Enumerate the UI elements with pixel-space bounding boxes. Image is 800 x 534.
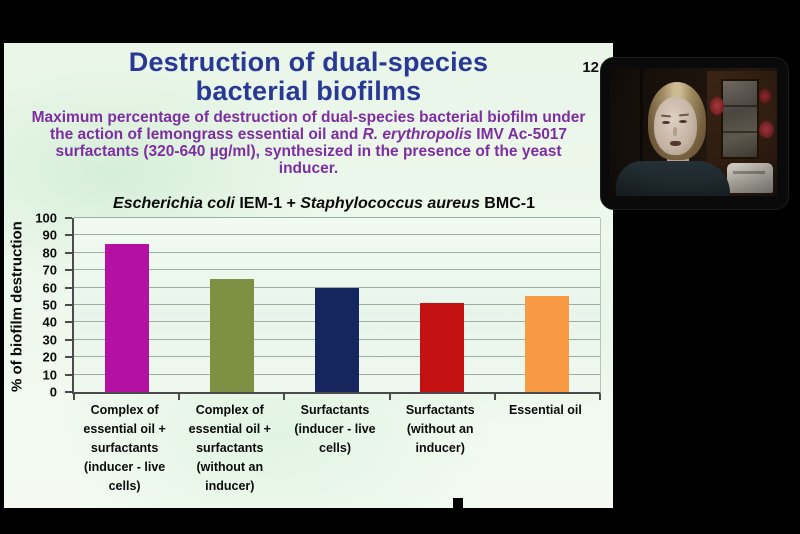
slide-title-line1: Destruction of dual-species (128, 47, 489, 77)
presenter-eye (662, 121, 670, 124)
y-tick-mark (65, 217, 72, 219)
x-label-5: Essential oil (508, 403, 582, 417)
y-tick-label: 70 (42, 262, 57, 278)
chart-title-strain2: BMC-1 (479, 195, 535, 212)
y-tick-mark (65, 391, 72, 393)
presentation-slide: Destruction of dual-species bacterial bi… (4, 43, 613, 508)
y-tick-labels: 0 10 20 30 40 50 60 70 80 90 100 (4, 211, 66, 400)
slide-subtitle: Maximum percentage of destruction of dua… (28, 109, 590, 177)
red-ornament (759, 89, 771, 103)
bar-1 (104, 244, 149, 392)
subtitle-species-name: R. erythropolis (362, 126, 472, 143)
y-tick-mark (65, 356, 72, 359)
x-tick-mark (599, 394, 601, 400)
y-tick-label: 20 (42, 349, 57, 365)
bar-column (179, 218, 284, 392)
slide-title-line2: bacterial biofilms (195, 76, 422, 106)
bar-column (74, 218, 179, 392)
bottom-marker (453, 498, 463, 508)
presenter-nose (673, 127, 677, 136)
x-label-4: Surfactants (without an inducer) (405, 403, 475, 455)
x-labels: Complex of essential oil + surfactants (… (72, 401, 598, 496)
gridline (74, 286, 600, 288)
subtitle-text: Maximum percentage of destruction of dua… (31, 109, 586, 143)
y-tick-label: 80 (42, 245, 57, 261)
bar-3 (315, 287, 359, 392)
gridline (74, 251, 600, 253)
gridline (74, 234, 600, 236)
presenter-body (616, 161, 730, 196)
gridline (74, 269, 600, 271)
bar-column (495, 218, 600, 392)
gridline (74, 217, 600, 218)
webcam-frame (600, 57, 789, 210)
chart-title-species1: Escherichia coli (113, 195, 235, 212)
y-tick-mark (65, 269, 72, 272)
chart-title: Escherichia coli IEM-1 + Staphylococcus … (44, 195, 604, 213)
x-tick-mark (388, 394, 391, 400)
bar-column (284, 218, 389, 392)
y-tick-mark (65, 304, 72, 306)
slide-title: Destruction of dual-species bacterial bi… (4, 43, 613, 106)
cabinet (707, 71, 777, 165)
cabinet-glass-door (721, 79, 759, 159)
y-tick-label: 40 (42, 314, 57, 330)
chart-title-species2: Staphylococcus aureus (300, 195, 480, 212)
red-ornament (759, 121, 774, 138)
cabinet-shelf (723, 131, 757, 133)
room-door-edge (640, 68, 643, 196)
y-tick-mark (65, 373, 72, 376)
red-ornament (710, 97, 724, 115)
y-tick-label: 0 (49, 384, 57, 400)
cabinet-shelf (723, 105, 757, 107)
presenter-mouth (670, 141, 681, 146)
chart-title-strain1: IEM-1 + (234, 195, 301, 212)
video-vignette (610, 68, 777, 196)
y-tick-label: 90 (42, 227, 57, 243)
x-label-3: Surfactants (inducer - live cells) (294, 403, 376, 455)
x-tick-mark (283, 394, 286, 400)
y-tick-mark (65, 234, 72, 237)
x-tick-mark (493, 394, 496, 400)
bar-2 (209, 278, 254, 392)
presenter-face (654, 97, 697, 155)
y-tick-mark (65, 286, 72, 289)
sewing-machine-detail (733, 171, 765, 174)
plot-area (65, 217, 601, 400)
bar-5 (525, 296, 570, 392)
y-tick-mark (65, 251, 72, 254)
y-tick-mark (65, 321, 72, 324)
sewing-machine (727, 163, 773, 193)
y-tick-mark (65, 338, 72, 341)
x-tick-mark (178, 394, 181, 400)
bar-4 (420, 303, 465, 392)
webcam-video[interactable] (610, 68, 777, 196)
x-tick-mark (73, 394, 75, 400)
y-tick-label: 30 (42, 332, 57, 348)
subtitle-text-cont: IMV Ac-5017 surfactants (320-640 µg/ml),… (55, 126, 568, 177)
x-label-2: Complex of essential oil + surfactants (… (188, 403, 271, 493)
bars (74, 218, 600, 392)
y-tick-label: 10 (42, 367, 57, 383)
bar-column (390, 218, 495, 392)
y-tick-label: 60 (42, 280, 57, 296)
y-tick-label: 100 (35, 210, 57, 226)
x-label-1: Complex of essential oil + surfactants (… (83, 403, 166, 493)
slide-number: 12 (582, 59, 599, 76)
y-tick-label: 50 (42, 297, 57, 313)
presenter-eye (679, 120, 687, 123)
